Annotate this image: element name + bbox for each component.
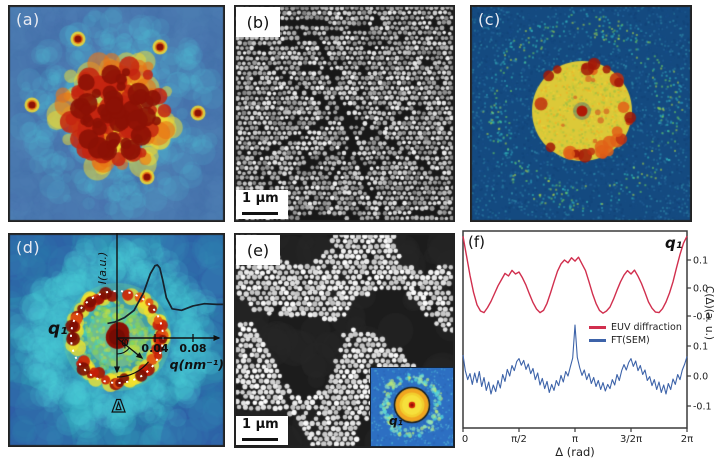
- panel-e-scalebar: 1 μm: [236, 416, 288, 445]
- x-tick-label: 2π: [681, 434, 693, 445]
- y-tick-label: -0.1: [693, 402, 712, 413]
- intensity-profile-curve: [107, 264, 224, 325]
- panel-b-label: (b): [246, 12, 270, 32]
- y-tick-label: 0.0: [693, 284, 708, 295]
- panel-d-qtick-008-label: 0.08: [179, 342, 207, 355]
- panel-b-scalebar-text: 1 μm: [242, 191, 279, 206]
- panel-a: (a): [8, 5, 225, 222]
- x-tick-label: π: [572, 434, 578, 445]
- panel-b-scalebar: 1 μm: [236, 190, 288, 219]
- panel-b-scalebar-bar: [242, 212, 278, 215]
- legend-label-ftsem: FT(SEM): [611, 335, 650, 346]
- x-tick-label: π/2: [511, 434, 527, 445]
- legend-swatch-ftsem: [589, 339, 606, 342]
- panel-d-phi-label: φ: [121, 335, 129, 349]
- y-tick-label: -0.1: [693, 312, 712, 323]
- y-tick-label: 0.1: [693, 342, 708, 353]
- panel-d-qtick-004-label: 0.04: [141, 342, 169, 355]
- legend-row-euv: EUV diffraction: [589, 321, 682, 334]
- panel-a-diffraction-image: [8, 5, 225, 222]
- panel-d-yaxis-label: I(a.u.): [96, 251, 109, 285]
- panel-f-correlation-chart: 0 π/2 π 3/2π 2π 0.1 0.0 -0.1 0.1 0.0 -0.1: [462, 230, 712, 445]
- panel-b: (b) 1 μm: [234, 5, 455, 222]
- legend-label-euv: EUV diffraction: [611, 322, 682, 333]
- panel-f-legend: EUV diffraction FT(SEM): [589, 321, 682, 347]
- panel-f-yaxis-label: C(Δ)(a. u.): [703, 286, 715, 341]
- panel-c-diffraction-image: [470, 5, 692, 222]
- panel-e-fft-inset-image: [371, 368, 453, 446]
- panel-e-scalebar-bar: [242, 438, 278, 441]
- panel-e-label: (e): [246, 240, 270, 260]
- phi-angle-arc: [116, 347, 130, 355]
- y-tick-label: 0.0: [693, 372, 708, 383]
- x-tick-label: 0: [462, 434, 468, 445]
- x-tick-label: 3/2π: [620, 434, 642, 445]
- panel-b-sem-image: [234, 5, 455, 222]
- q1-ring-dotted-circle: [70, 290, 164, 384]
- panel-e-inset-q1-label: q₁: [389, 414, 403, 428]
- panel-c-label: (c): [478, 10, 501, 29]
- panel-d-delta-label: Δ: [111, 396, 126, 417]
- panel-f-q1-title: q₁: [665, 234, 683, 252]
- delta-angle-arc: [116, 361, 149, 378]
- series-ft-sem: [462, 324, 688, 395]
- y-tick-label: 0.1: [693, 256, 708, 267]
- panel-e-scalebar-text: 1 μm: [242, 417, 279, 432]
- panel-a-label: (a): [16, 10, 40, 29]
- legend-row-ftsem: FT(SEM): [589, 334, 682, 347]
- panel-c: (c): [470, 5, 692, 222]
- legend-swatch-euv: [589, 326, 606, 329]
- series-euv-diffraction: [462, 235, 688, 314]
- panel-d-annotation-overlay: [70, 233, 224, 384]
- panel-e-fft-inset: q₁: [370, 367, 454, 447]
- panel-e-label-box: (e): [236, 235, 280, 265]
- panel-b-label-box: (b): [236, 7, 280, 37]
- panel-f-label: (f): [468, 233, 485, 251]
- panel-d-xaxis-label: q(nm⁻¹): [169, 357, 224, 372]
- panel-e: (e) 1 μm q₁: [234, 233, 455, 448]
- panel-f-xaxis-label: Δ (rad): [555, 445, 595, 459]
- panel-f: 0 π/2 π 3/2π 2π 0.1 0.0 -0.1 0.1 0.0 -0.1 (f) q₁ C…: [460, 228, 723, 469]
- panel-d-label: (d): [16, 238, 41, 257]
- panel-d-q1-label: q₁: [48, 319, 68, 339]
- panel-d: (d) I(a.u.) q₁ φ Δ 0.04 0.08 q(nm⁻¹): [8, 233, 225, 447]
